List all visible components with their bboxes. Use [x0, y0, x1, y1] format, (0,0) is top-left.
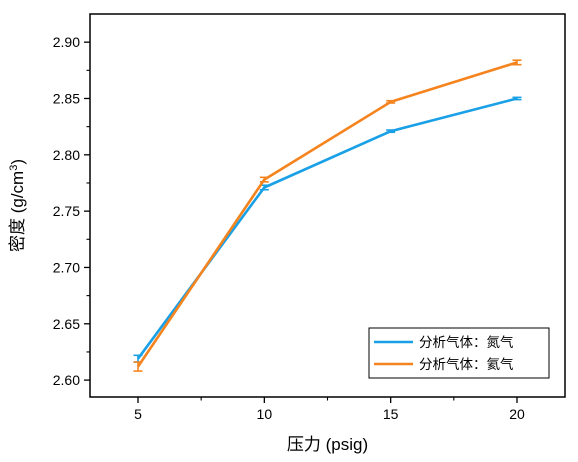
legend-label: 分析气体：氮气	[419, 335, 514, 351]
x-tick-label: 20	[509, 406, 525, 422]
series-line	[136, 61, 518, 368]
legend-box	[368, 327, 550, 379]
y-tick-label: 2.60	[53, 372, 80, 388]
x-tick-label: 10	[257, 406, 273, 422]
error-bar	[512, 96, 522, 101]
series-layer	[133, 59, 522, 372]
tick-labels: 2.60 2.65 2.70 2.75 2.80 2.85 2.90 5 10 15 20	[53, 34, 525, 422]
error-bar	[386, 99, 396, 104]
series-1	[133, 96, 522, 363]
legend-label: 分析气体：氦气	[419, 357, 514, 373]
x-tick-label: 15	[383, 406, 399, 422]
axis-ticks	[84, 41, 518, 403]
y-tick-label: 2.70	[53, 259, 80, 275]
error-bar	[386, 129, 396, 134]
series-2	[133, 59, 522, 372]
y-tick-label: 2.90	[53, 34, 80, 50]
y-axis-title: 密度 (g/cm3)	[8, 159, 27, 252]
y-tick-label: 2.85	[53, 90, 80, 106]
error-bar	[259, 176, 269, 183]
x-axis-title: 压力 (psig)	[287, 435, 368, 454]
y-tick-label: 2.75	[53, 203, 80, 219]
x-tick-label: 5	[134, 406, 142, 422]
error-bar	[133, 361, 143, 372]
y-tick-label: 2.80	[53, 147, 80, 163]
series-line	[136, 97, 518, 360]
plot-frame	[89, 13, 566, 398]
error-bar	[512, 59, 522, 66]
y-tick-label: 2.65	[53, 316, 80, 332]
